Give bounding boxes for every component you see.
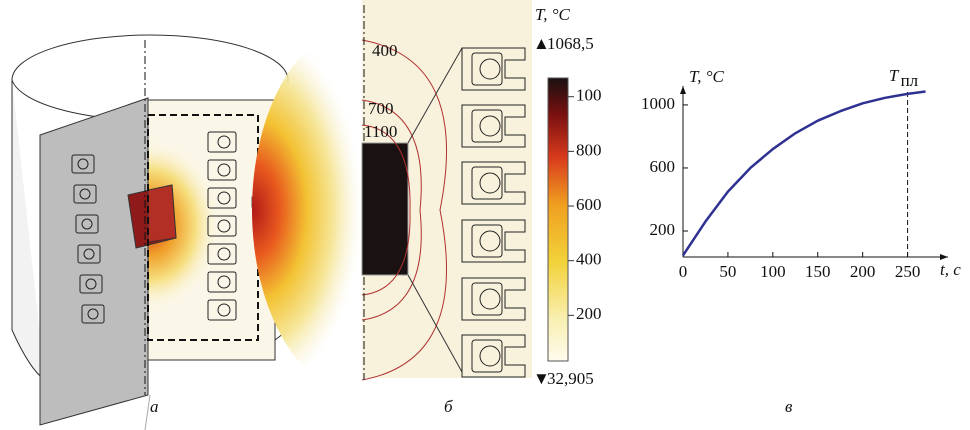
x-tick-label: 150	[805, 262, 831, 281]
x-tick-label: 100	[760, 262, 786, 281]
colorbar-title: T, °C	[535, 5, 570, 24]
colorbar-tick-label: 200	[576, 304, 602, 323]
colorbar-tick-label: 800	[576, 140, 602, 159]
figure: 400 700 1100 T, °C ▲ 1068,5 ▼ 32,905 200…	[0, 0, 970, 430]
colorbar-tick-label: 600	[576, 195, 602, 214]
line	[683, 92, 926, 256]
y-tick-label: 1000	[641, 94, 675, 113]
contour-label: 1100	[364, 122, 397, 141]
y-tick-label: 200	[650, 220, 676, 239]
y-axis-label: T, °C	[689, 67, 724, 86]
colorbar-min: 32,905	[547, 369, 594, 388]
colorbar-tick-label: 400	[576, 250, 602, 269]
annotation: T	[889, 66, 900, 85]
annotation-subscript: пл	[901, 71, 919, 90]
x-tick-label: 250	[895, 262, 921, 281]
y-axis-arrow	[680, 86, 686, 94]
contour-label: 400	[372, 41, 398, 60]
contour-label: 700	[368, 99, 394, 118]
x-tick-label: 50	[719, 262, 736, 281]
panel-label: а	[150, 397, 159, 416]
y-tick-label: 600	[650, 157, 676, 176]
colorbar	[548, 78, 568, 361]
colorbar-tick-label: 100	[576, 86, 602, 105]
x-axis-label: t, c	[940, 260, 961, 279]
panel-label: б	[444, 397, 453, 416]
x-tick-label: 0	[679, 262, 688, 281]
panel-label: в	[785, 397, 793, 416]
temperature-field: 400 700 1100 T, °C ▲ 1068,5 ▼ 32,905 200…	[252, 0, 602, 395]
colorbar-max: 1068,5	[547, 34, 594, 53]
x-tick-label: 200	[850, 262, 876, 281]
